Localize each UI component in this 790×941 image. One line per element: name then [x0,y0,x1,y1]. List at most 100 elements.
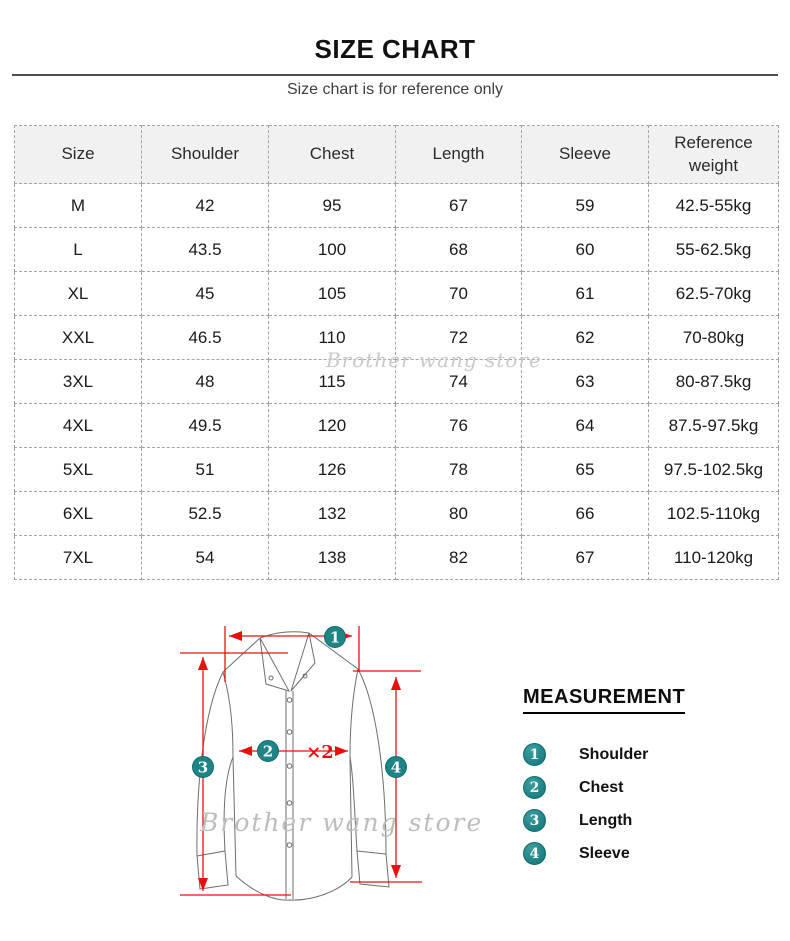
table-cell: 70-80kg [648,315,779,360]
legend-badge-4: 4 [523,842,546,865]
marker-3-circle [192,756,214,778]
table-cell: L [14,227,142,272]
size-table-body: M 42 95 67 59 42.5-55kg L 43.5 100 68 60 55-62.5kg X… [14,183,779,580]
table-cell: 126 [268,447,396,492]
legend-item-sleeve: 4 Sleeve [523,837,763,870]
title-divider [12,74,778,76]
table-cell: 87.5-97.5kg [648,403,779,448]
measurement-heading: MEASUREMENT [523,686,686,714]
table-cell: 45 [141,271,269,316]
table-cell: 49.5 [141,403,269,448]
measurement-legend: MEASUREMENT 1 Shoulder 2 Chest 3 Length … [523,686,763,870]
table-cell: 100 [268,227,396,272]
table-cell: 74 [395,359,522,404]
column-header-size: Size [14,125,142,184]
column-header-shoulder: Shoulder [141,125,269,184]
table-row: 6XL 52.5 132 80 66 102.5-110kg [14,491,779,536]
table-row: 5XL 51 126 78 65 97.5-102.5kg [14,447,779,492]
legend-label-chest: Chest [579,778,624,796]
column-header-reference-weight: Reference weight [648,125,779,184]
table-cell: 7XL [14,535,142,580]
table-cell: 63 [521,359,649,404]
diagram-markers: 1 2 3 4 [192,626,407,778]
table-cell: 68 [395,227,522,272]
table-cell: 120 [268,403,396,448]
table-cell: 52.5 [141,491,269,536]
column-header-sleeve: Sleeve [521,125,649,184]
shirt-outline [196,631,390,901]
marker-2-number: 2 [263,743,273,761]
table-cell: 59 [521,183,649,228]
table-cell: XL [14,271,142,316]
legend-item-shoulder: 1 Shoulder [523,738,763,771]
table-cell: M [14,183,142,228]
table-row: M 42 95 67 59 42.5-55kg [14,183,779,228]
legend-label-shoulder: Shoulder [579,745,649,763]
chest-multiplier-note: ×2 [306,742,334,763]
table-cell: 97.5-102.5kg [648,447,779,492]
table-row: 3XL 48 115 74 63 80-87.5kg [14,359,779,404]
column-header-length: Length [395,125,522,184]
table-cell: 132 [268,491,396,536]
table-cell: 67 [395,183,522,228]
size-chart-table: Size Shoulder Chest Length Sleeve Refere… [14,125,779,580]
table-cell: 46.5 [141,315,269,360]
table-row: XL 45 105 70 61 62.5-70kg [14,271,779,316]
table-cell: 5XL [14,447,142,492]
legend-item-length: 3 Length [523,804,763,837]
table-cell: 67 [521,535,649,580]
table-cell: 80-87.5kg [648,359,779,404]
page-subtitle: Size chart is for reference only [286,81,504,98]
legend-badge-1: 1 [523,743,546,766]
table-cell: 95 [268,183,396,228]
legend-item-chest: 2 Chest [523,771,763,804]
table-cell: 62.5-70kg [648,271,779,316]
table-row: 4XL 49.5 120 76 64 87.5-97.5kg [14,403,779,448]
legend-badge-3: 3 [523,809,546,832]
table-cell: 78 [395,447,522,492]
table-cell: 48 [141,359,269,404]
table-cell: 55-62.5kg [648,227,779,272]
table-cell: 51 [141,447,269,492]
marker-2-circle [257,740,279,762]
table-cell: 6XL [14,491,142,536]
table-cell: 66 [521,491,649,536]
table-cell: 80 [395,491,522,536]
table-cell: 65 [521,447,649,492]
table-cell: 60 [521,227,649,272]
table-cell: 110-120kg [648,535,779,580]
legend-badge-2: 2 [523,776,546,799]
table-cell: XXL [14,315,142,360]
table-header-row: Size Shoulder Chest Length Sleeve Refere… [14,125,779,184]
table-cell: 138 [268,535,396,580]
legend-label-sleeve: Sleeve [579,844,630,862]
table-cell: 61 [521,271,649,316]
table-row: 7XL 54 138 82 67 110-120kg [14,535,779,580]
marker-1-circle [324,626,346,648]
table-cell: 42 [141,183,269,228]
table-row: L 43.5 100 68 60 55-62.5kg [14,227,779,272]
marker-4-circle [385,756,407,778]
table-cell: 82 [395,535,522,580]
table-cell: 42.5-55kg [648,183,779,228]
column-header-chest: Chest [268,125,396,184]
table-cell: 43.5 [141,227,269,272]
table-cell: 54 [141,535,269,580]
table-row: XXL 46.5 110 72 62 70-80kg [14,315,779,360]
table-cell: 76 [395,403,522,448]
marker-3-number: 3 [198,759,208,777]
table-cell: 105 [268,271,396,316]
marker-1-number: 1 [330,629,340,647]
table-cell: 110 [268,315,396,360]
legend-label-length: Length [579,811,633,829]
table-cell: 3XL [14,359,142,404]
marker-4-number: 4 [391,759,401,777]
shirt-measurement-diagram: ×2 1 2 3 4 [180,626,422,901]
table-cell: 62 [521,315,649,360]
table-cell: 72 [395,315,522,360]
table-cell: 4XL [14,403,142,448]
page-title: SIZE CHART [314,34,476,64]
table-cell: 70 [395,271,522,316]
table-cell: 64 [521,403,649,448]
table-cell: 115 [268,359,396,404]
